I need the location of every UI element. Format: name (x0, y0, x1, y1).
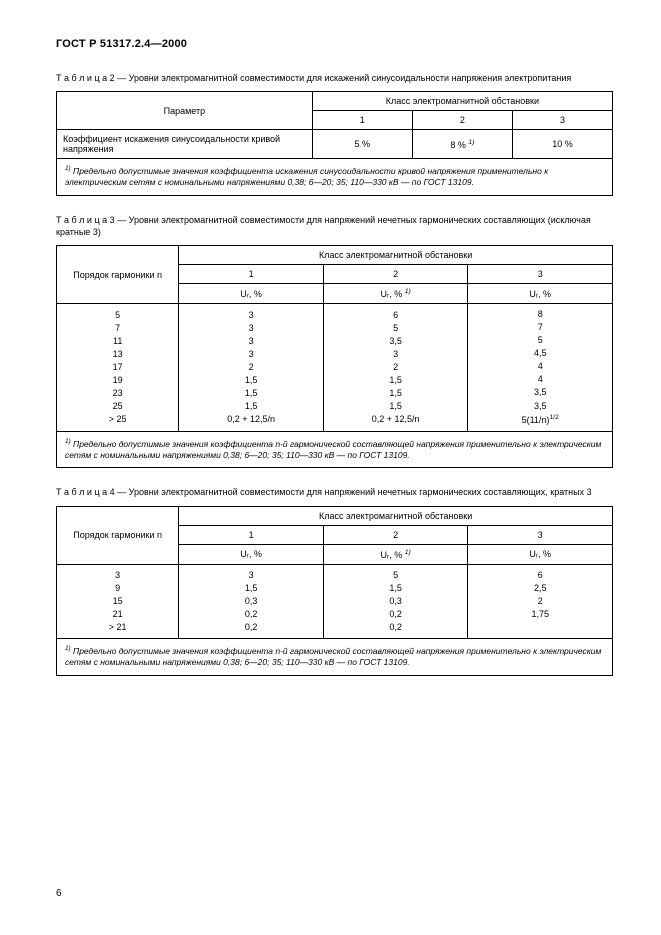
table4-class-2: 2 (323, 525, 468, 544)
table4-col2: 51,50,30,20,2 (323, 564, 468, 638)
page-number: 6 (56, 888, 62, 899)
table4-title-text: — Уровни электромагнитной совместимости … (117, 487, 591, 497)
table4-class-3: 3 (468, 525, 613, 544)
table3-note: 1) Предельно допустимые значения коэффиц… (57, 431, 613, 468)
table3-class-1: 1 (179, 265, 324, 284)
table2-param-header: Параметр (57, 92, 313, 130)
table4-title: Т а б л и ц а 4 — Уровни электромагнитно… (56, 486, 613, 498)
table2-class-3: 3 (512, 111, 612, 130)
table2-val-2: 8 % 1) (412, 130, 512, 159)
table3-col3: 8754,5443,53,55(11/n)1/2 (468, 304, 613, 431)
table2-class-2: 2 (412, 111, 512, 130)
table3-sub-3: Uᵣ, % (468, 284, 613, 304)
table2-note: 1) Предельно допустимые значения коэффиц… (57, 159, 613, 196)
table4: Порядок гармоники n Класс электромагнитн… (56, 506, 613, 676)
table3-sub-1: Uᵣ, % (179, 284, 324, 304)
table2-title-text: — Уровни электромагнитной совместимости … (117, 73, 571, 83)
table4-sub-2: Uᵣ, % 1) (323, 544, 468, 564)
document-code: ГОСТ Р 51317.2.4—2000 (56, 38, 613, 50)
table3-class-header: Класс электромагнитной обстановки (179, 246, 613, 265)
table4-order-header: Порядок гармоники n (57, 506, 179, 564)
table2: Параметр Класс электромагнитной обстанов… (56, 91, 613, 196)
table2-row-label: Коэффициент искажения синусоидальности к… (57, 130, 313, 159)
table3-orders: 57111317192325> 25 (57, 304, 179, 431)
table3-order-header: Порядок гармоники n (57, 246, 179, 304)
table4-col1: 31,50,30,20,2 (179, 564, 324, 638)
table2-class-1: 1 (312, 111, 412, 130)
table3: Порядок гармоники n Класс электромагнитн… (56, 245, 613, 468)
table3-title-prefix: Т а б л и ц а 3 (56, 215, 115, 225)
table2-val-1: 5 % (312, 130, 412, 159)
table3-title: Т а б л и ц а 3 — Уровни электромагнитно… (56, 214, 613, 238)
table3-title-text: — Уровни электромагнитной совместимости … (56, 215, 591, 237)
table4-col3: 62,521,75 (468, 564, 613, 638)
table4-sub-1: Uᵣ, % (179, 544, 324, 564)
table4-class-header: Класс электромагнитной обстановки (179, 506, 613, 525)
table3-col2: 653,5321,51,51,50,2 + 12,5/n (323, 304, 468, 431)
table4-note: 1) Предельно допустимые значения коэффиц… (57, 638, 613, 675)
table2-class-header: Класс электромагнитной обстановки (312, 92, 612, 111)
table4-orders: 391521> 21 (57, 564, 179, 638)
table4-class-1: 1 (179, 525, 324, 544)
table4-sub-3: Uᵣ, % (468, 544, 613, 564)
table3-col1: 333321,51,51,50,2 + 12,5/n (179, 304, 324, 431)
table2-title: Т а б л и ц а 2 — Уровни электромагнитно… (56, 72, 613, 84)
table3-sub-2: Uᵣ, % 1) (323, 284, 468, 304)
table3-class-2: 2 (323, 265, 468, 284)
table3-class-3: 3 (468, 265, 613, 284)
table2-title-prefix: Т а б л и ц а 2 (56, 73, 115, 83)
table4-title-prefix: Т а б л и ц а 4 (56, 487, 115, 497)
page: ГОСТ Р 51317.2.4—2000 Т а б л и ц а 2 — … (0, 0, 661, 935)
table2-val-3: 10 % (512, 130, 612, 159)
